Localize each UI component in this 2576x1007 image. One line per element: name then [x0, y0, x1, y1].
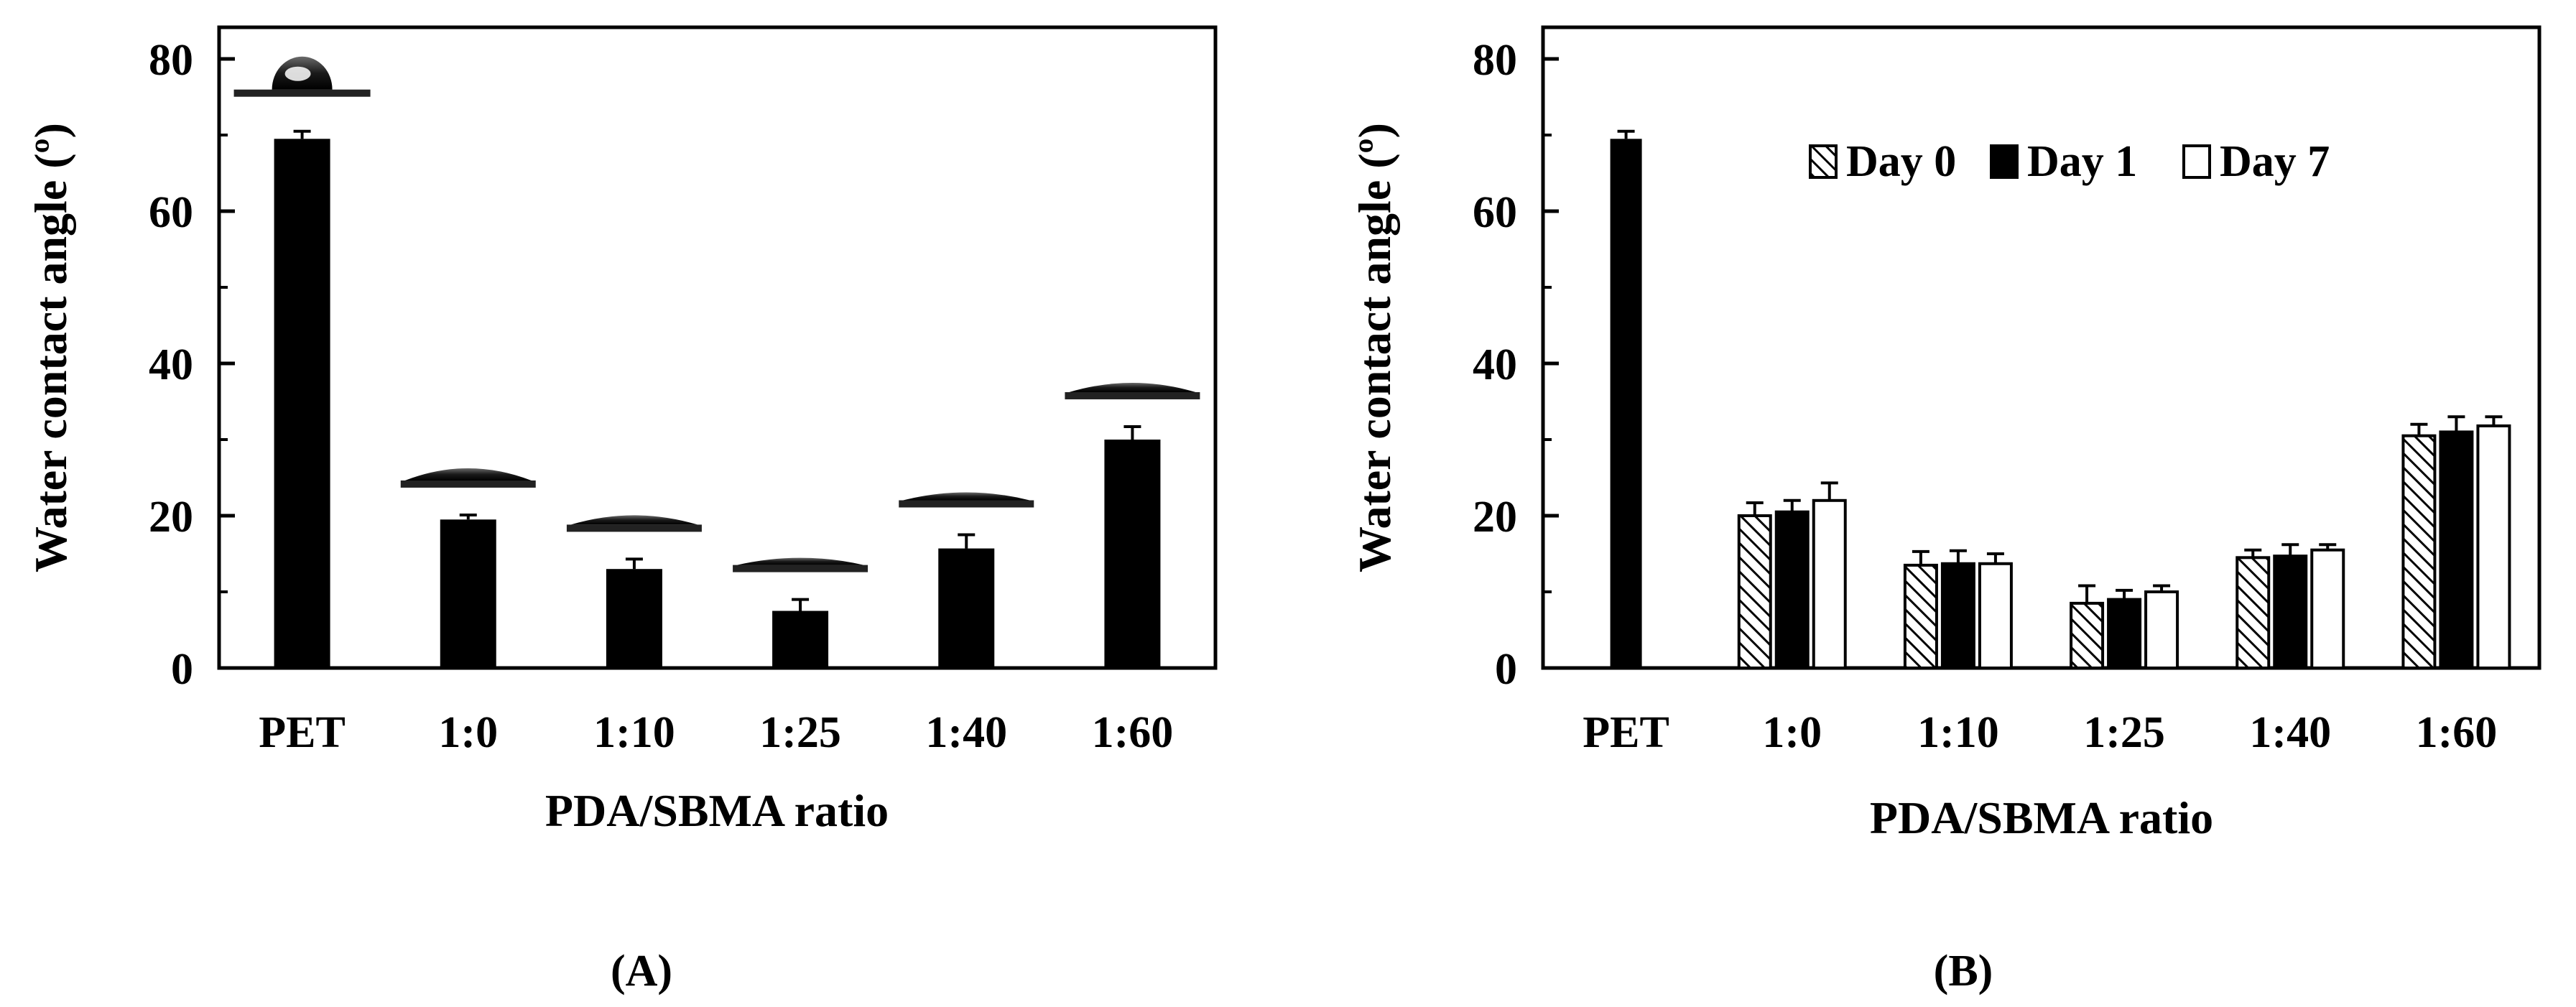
- bar-1:40-Day-7: [2310, 548, 2345, 670]
- x-tick-label-PET: PET: [259, 708, 346, 757]
- x-tick-label-1:25: 1:25: [2083, 708, 2165, 757]
- y-tick-label: 40: [1473, 340, 1517, 389]
- bar-1:10: [606, 569, 662, 668]
- bar-1:40: [938, 548, 995, 668]
- legend-swatch-Day-7: [2182, 144, 2211, 179]
- droplet-highlight: [284, 66, 311, 81]
- x-tick-label-1:0: 1:0: [438, 708, 498, 757]
- panel-b-legend: Day 0 Day 1 Day 7: [1809, 137, 2330, 186]
- y-tick-label: 80: [149, 36, 193, 85]
- droplet-substrate: [1065, 391, 1200, 399]
- legend-swatch-Day-1: [1990, 144, 2019, 179]
- x-tick-label-1:60: 1:60: [1092, 708, 1174, 757]
- y-tick-label: 0: [171, 645, 193, 694]
- y-tick-label: 60: [1473, 188, 1517, 237]
- bar-1:40-Day-1: [2273, 554, 2308, 669]
- bar-1:0-Day-1: [1774, 510, 1810, 670]
- x-tick-label-1:25: 1:25: [759, 708, 841, 757]
- x-tick-label-PET: PET: [1583, 708, 1669, 757]
- y-tick-label: 0: [1495, 645, 1517, 694]
- panel-b-plot-frame: [1541, 25, 2542, 670]
- bar-1:60: [1104, 440, 1161, 668]
- bar-PET: [274, 139, 330, 669]
- x-tick-label-1:40: 1:40: [2249, 708, 2331, 757]
- droplet-shape: [903, 492, 1030, 501]
- bar-1:40-Day-0: [2236, 556, 2271, 669]
- bar-1:25: [772, 611, 829, 668]
- droplet-shape: [404, 468, 532, 481]
- droplet-shape: [570, 515, 698, 525]
- panel-a-chart: 0 20 40 60 80 PET 1:0 1:10 1:25 1:40 1:60 Water c…: [25, 25, 1218, 996]
- bar-1:0-Day-0: [1737, 514, 1772, 669]
- x-tick-label-1:10: 1:10: [593, 708, 675, 757]
- bar-1:60-Day-1: [2439, 430, 2474, 670]
- droplet-substrate: [733, 565, 868, 572]
- panel-b-xlabel: PDA/SBMA ratio: [1870, 792, 2213, 843]
- legend-label-Day-1: Day 1: [2027, 137, 2137, 186]
- bar-1:25-Day-7: [2144, 590, 2179, 669]
- y-tick-label: 60: [149, 188, 193, 237]
- legend-label-Day-7: Day 7: [2220, 137, 2330, 186]
- panel-b-ylabel: Water contact angle (º): [1349, 123, 1400, 572]
- droplet-image-1:10: [566, 515, 702, 532]
- x-tick-label-1:0: 1:0: [1762, 708, 1822, 757]
- x-tick-label-1:60: 1:60: [2416, 708, 2498, 757]
- panel-a-ylabel: Water contact angle (º): [25, 123, 76, 572]
- bar-1:25-Day-0: [2070, 601, 2105, 670]
- bar-1:10-Day-0: [1903, 563, 1938, 670]
- panel-a-xlabel: PDA/SBMA ratio: [545, 785, 889, 836]
- bar-1:25-Day-1: [2107, 598, 2142, 669]
- bar-1:10-Day-7: [1978, 562, 2013, 670]
- droplet-image-1:40: [899, 492, 1034, 508]
- panel-a-plot-frame: [217, 25, 1218, 670]
- y-tick-label: 40: [149, 340, 193, 389]
- y-tick-label: 20: [1473, 493, 1517, 542]
- y-tick-label: 80: [1473, 36, 1517, 85]
- droplet-image-1:60: [1065, 382, 1200, 399]
- droplet-substrate: [899, 500, 1034, 508]
- y-tick-label: 20: [149, 493, 193, 542]
- panel-a-label: (A): [611, 947, 672, 996]
- droplet-image-1:0: [400, 468, 536, 488]
- droplet-shape: [1069, 382, 1196, 392]
- droplet-substrate: [233, 89, 371, 97]
- bar-1:60-Day-0: [2401, 434, 2437, 669]
- bar-1:60-Day-7: [2476, 424, 2511, 669]
- legend-label-Day-0: Day 0: [1846, 137, 1956, 186]
- x-tick-label-1:10: 1:10: [1917, 708, 1999, 757]
- droplet-substrate: [400, 480, 536, 488]
- panel-b-label: (B): [1934, 947, 1993, 996]
- bar-1:0: [440, 519, 496, 668]
- bar-1:10-Day-1: [1940, 562, 1975, 670]
- bar-PET: [1610, 139, 1642, 669]
- droplet-image-1:25: [733, 557, 868, 572]
- x-tick-label-1:40: 1:40: [925, 708, 1007, 757]
- legend-swatch-Day-0: [1809, 144, 1838, 179]
- droplet-substrate: [566, 524, 702, 532]
- droplet-image-PET: [233, 56, 371, 97]
- droplet-shape: [737, 557, 864, 565]
- bar-1:0-Day-7: [1812, 498, 1847, 669]
